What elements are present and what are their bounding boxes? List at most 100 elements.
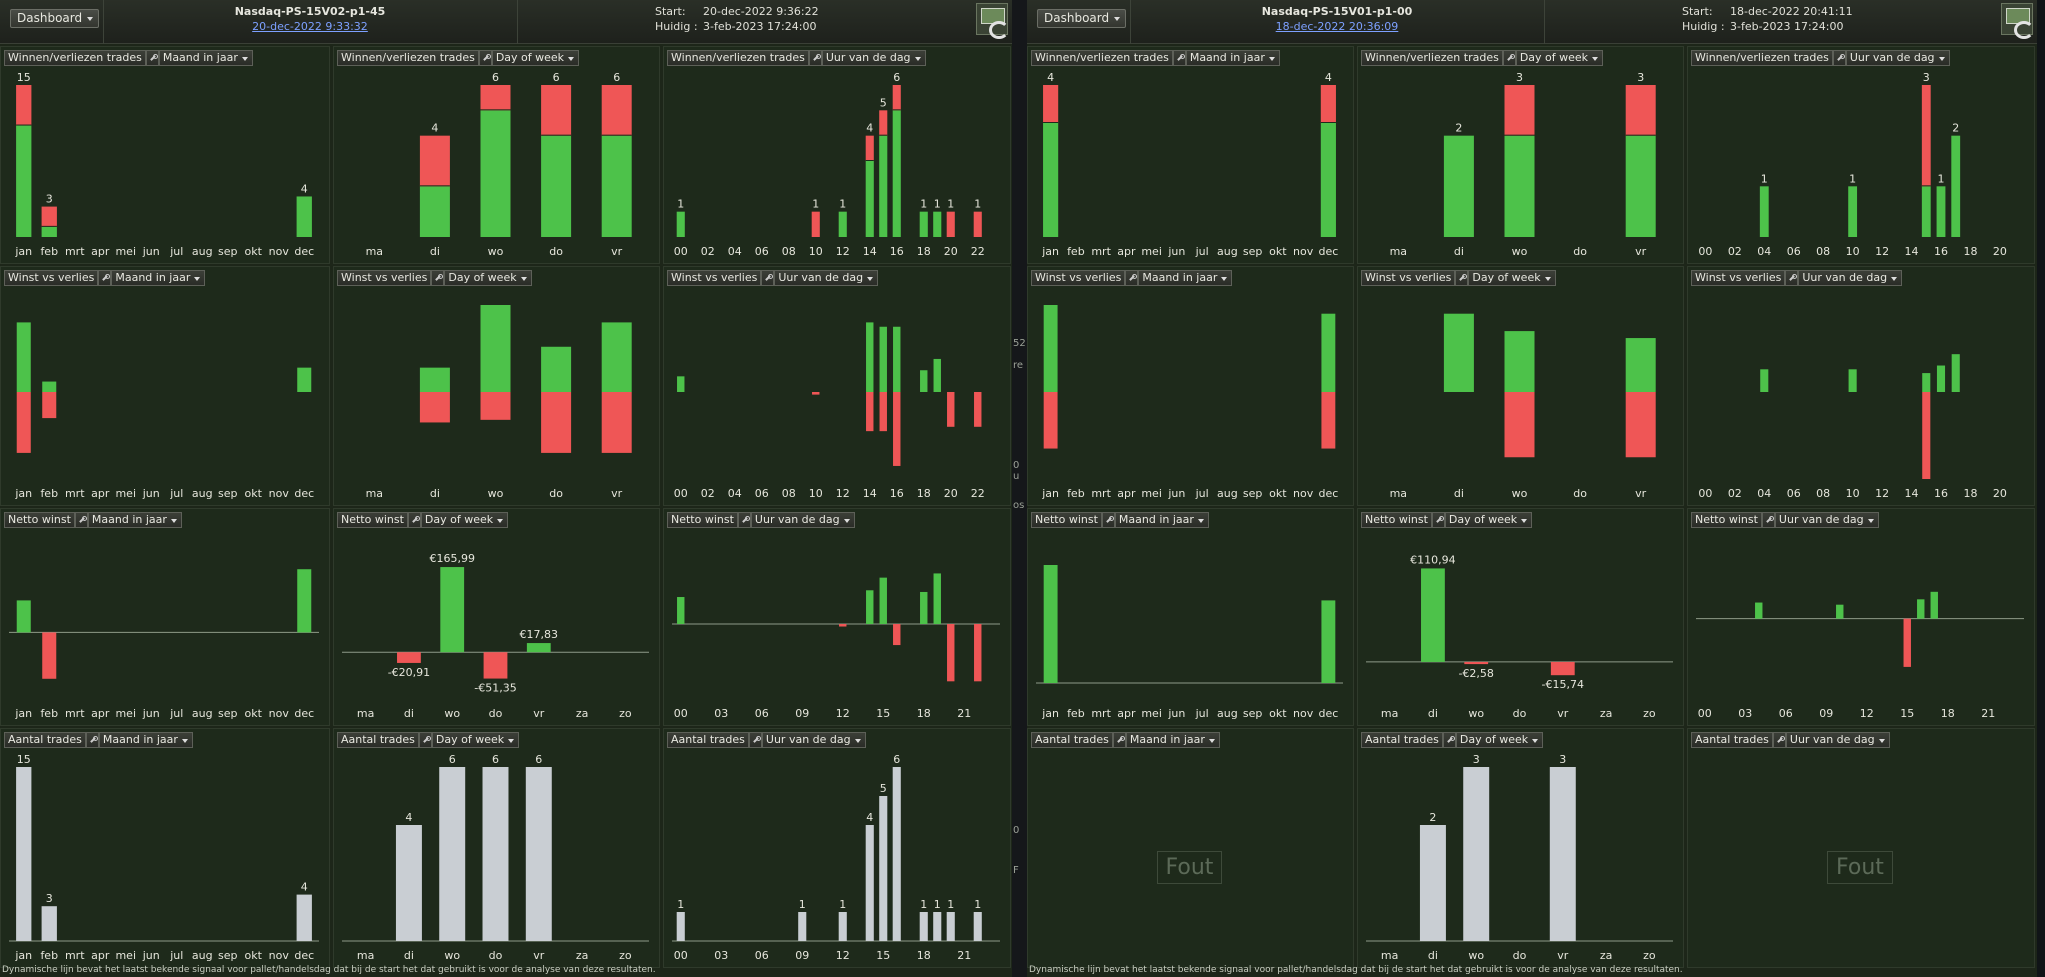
trade-count-bar bbox=[892, 767, 901, 941]
period-dropdown[interactable]: Day of week bbox=[444, 270, 532, 286]
profit-bar bbox=[297, 569, 312, 633]
period-dropdown[interactable]: Uur van de dag bbox=[774, 270, 879, 286]
tick-label: dec bbox=[294, 245, 314, 258]
wrench-icon[interactable] bbox=[1101, 512, 1115, 528]
period-dropdown[interactable]: Maand in jaar bbox=[1114, 512, 1209, 528]
trade-count-bar bbox=[973, 912, 982, 941]
period-dropdown[interactable]: Uur van de dag bbox=[1798, 270, 1903, 286]
start-label: Start: bbox=[1682, 5, 1713, 18]
loss-bar bbox=[480, 85, 511, 111]
start-value: 20-dec-2022 9:36:22 bbox=[703, 5, 819, 18]
wrench-icon[interactable] bbox=[761, 270, 775, 286]
period-dropdown[interactable]: Maand in jaar bbox=[111, 270, 206, 286]
period-dropdown[interactable]: Day of week bbox=[1444, 512, 1533, 528]
period-dropdown[interactable]: Day of week bbox=[1468, 270, 1556, 286]
period-dropdown[interactable]: Day of week bbox=[1515, 50, 1604, 66]
tick-label: mei bbox=[115, 949, 136, 962]
wrench-icon[interactable] bbox=[478, 50, 492, 66]
tick-label: 14 bbox=[1905, 487, 1919, 500]
wrench-icon[interactable] bbox=[431, 270, 445, 286]
wrench-icon[interactable] bbox=[1112, 732, 1126, 748]
dashboard-dropdown[interactable]: Dashboard bbox=[1037, 9, 1127, 28]
period-dropdown[interactable]: Day of week bbox=[491, 50, 580, 66]
period-dropdown[interactable]: Maand in jaar bbox=[158, 50, 253, 66]
dashboard-settings-icon[interactable] bbox=[976, 3, 1009, 39]
wrench-icon[interactable] bbox=[737, 512, 751, 528]
wrench-icon[interactable] bbox=[1502, 50, 1516, 66]
strategy-date-link[interactable]: 20-dec-2022 9:33:32 bbox=[252, 20, 368, 33]
period-dropdown[interactable]: Uur van de dag bbox=[1845, 50, 1950, 66]
period-dropdown[interactable]: Maand in jaar bbox=[1138, 270, 1233, 286]
trade-count-bar bbox=[395, 825, 422, 941]
tick-label: 14 bbox=[863, 245, 877, 258]
wrench-icon[interactable] bbox=[1455, 270, 1469, 286]
wrench-icon[interactable] bbox=[407, 512, 421, 528]
wrench-icon[interactable] bbox=[418, 732, 432, 748]
wrench-icon[interactable] bbox=[1172, 50, 1186, 66]
panel-toolbar: Netto winst Day of week bbox=[337, 512, 509, 528]
tick-label: 18 bbox=[917, 245, 931, 258]
tick-label: ma bbox=[366, 487, 383, 500]
wrench-icon[interactable] bbox=[1125, 270, 1139, 286]
dashboard-dropdown[interactable]: Dashboard bbox=[10, 9, 100, 28]
data-label: 1 bbox=[799, 898, 806, 911]
tick-label: jul bbox=[169, 949, 183, 962]
strategy-date-link[interactable]: 18-dec-2022 20:36:09 bbox=[1275, 20, 1399, 33]
wrench-icon[interactable] bbox=[1442, 732, 1456, 748]
wrench-icon[interactable] bbox=[1772, 732, 1786, 748]
period-dropdown[interactable]: Day of week bbox=[1455, 732, 1544, 748]
footer-note: Dynamische lijn bevat het laatst bekende… bbox=[1029, 965, 1683, 975]
win-bar bbox=[1625, 135, 1656, 237]
wrench-icon[interactable] bbox=[1761, 512, 1775, 528]
profit-bar bbox=[677, 376, 685, 392]
tick-label: nov bbox=[269, 949, 290, 962]
profit-bar bbox=[16, 600, 31, 633]
tick-label: jul bbox=[169, 245, 183, 258]
data-label: 15 bbox=[17, 753, 31, 766]
wrench-icon[interactable] bbox=[1832, 50, 1846, 66]
period-dropdown[interactable]: Day of week bbox=[431, 732, 520, 748]
data-label: 4 bbox=[405, 811, 412, 824]
period-dropdown[interactable]: Uur van de dag bbox=[821, 50, 926, 66]
panel-title: Netto winst bbox=[337, 512, 408, 528]
tick-label: sep bbox=[1243, 487, 1262, 500]
wrench-icon[interactable] bbox=[808, 50, 822, 66]
period-dropdown[interactable]: Uur van de dag bbox=[761, 732, 866, 748]
panel-toolbar: Winst vs verlies Maand in jaar bbox=[4, 270, 206, 286]
loss-bar bbox=[865, 135, 874, 161]
win-bar bbox=[41, 226, 57, 237]
period-dropdown[interactable]: Uur van de dag bbox=[750, 512, 855, 528]
wrench-icon[interactable] bbox=[145, 50, 159, 66]
period-dropdown[interactable]: Maand in jaar bbox=[1125, 732, 1220, 748]
chart-panel: Winst vs verlies Uur van de dag 00 02 04 06 08… bbox=[663, 266, 1011, 506]
dashboard-settings-icon[interactable] bbox=[2001, 3, 2034, 39]
chart-svg: jan feb mrt apr mei jun jul aug sep okt nov dec bbox=[1036, 565, 1343, 720]
period-dropdown[interactable]: Day of week bbox=[420, 512, 509, 528]
panel-title: Aantal trades bbox=[667, 732, 749, 748]
period-dropdown[interactable]: Maand in jaar bbox=[1185, 50, 1280, 66]
wrench-icon[interactable] bbox=[98, 270, 112, 286]
wrench-icon[interactable] bbox=[74, 512, 88, 528]
tick-label: 08 bbox=[1816, 487, 1830, 500]
wrench-icon[interactable] bbox=[85, 732, 99, 748]
profit-bar bbox=[677, 597, 685, 624]
tick-label: 02 bbox=[701, 487, 715, 500]
divider-text: F bbox=[1013, 865, 1019, 876]
divider-text: 0 bbox=[1013, 825, 1020, 836]
panel-title: Aantal trades bbox=[1691, 732, 1773, 748]
period-dropdown[interactable]: Uur van de dag bbox=[1774, 512, 1879, 528]
wrench-icon[interactable] bbox=[748, 732, 762, 748]
period-dropdown[interactable]: Uur van de dag bbox=[1785, 732, 1890, 748]
tick-label: 18 bbox=[1963, 487, 1977, 500]
tick-label: 14 bbox=[1905, 245, 1919, 258]
period-dropdown[interactable]: Maand in jaar bbox=[98, 732, 193, 748]
data-label: 4 bbox=[1047, 71, 1054, 84]
wrench-icon[interactable] bbox=[1785, 270, 1799, 286]
wrench-icon[interactable] bbox=[1431, 512, 1445, 528]
tick-label: jun bbox=[1167, 707, 1185, 720]
win-bar bbox=[865, 161, 874, 237]
loss-bar bbox=[893, 624, 901, 646]
win-bar bbox=[601, 135, 632, 237]
period-dropdown[interactable]: Maand in jaar bbox=[87, 512, 182, 528]
chart-panel: Aantal trades Maand in jaar jan feb mrt apr me… bbox=[0, 728, 330, 968]
